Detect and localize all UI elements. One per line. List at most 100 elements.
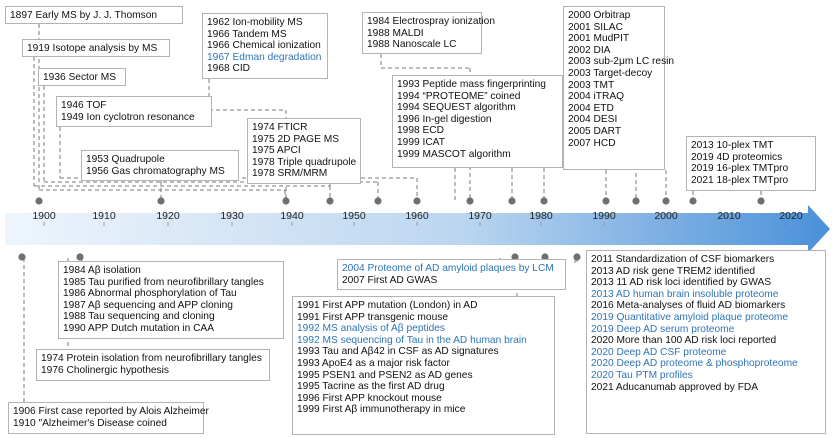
- milestone-text: 1991 First APP transgenic mouse: [297, 311, 449, 323]
- milestone-text: 1994 “PROTEOME” coined: [397, 90, 521, 102]
- milestone-text: 2020 Deep AD proteome & phosphoproteome: [591, 358, 798, 370]
- milestone-text: 1990 APP Dutch mutation in CAA: [63, 322, 215, 334]
- ms-milestone-box: 1897 Early MS by J. J. Thomson: [5, 6, 183, 24]
- tick-label: 1990: [592, 210, 616, 222]
- timeline-arrow: [5, 205, 830, 253]
- milestone-text: 2020 Deep AD CSF proteome: [591, 346, 727, 358]
- milestone-text: 2020 Tau PTM profiles: [591, 369, 693, 381]
- tick-label: 1940: [280, 210, 304, 222]
- milestone-text: 1976 Cholinergic hypothesis: [41, 364, 169, 376]
- milestone-text: 1999 ICAT: [397, 136, 445, 148]
- milestone-text: 2001 SILAC: [568, 21, 623, 33]
- milestone-text: 1988 Tau sequencing and cloning: [63, 311, 215, 323]
- event-dot: [602, 197, 610, 205]
- milestone-text: 2020 More than 100 AD risk loci reported: [591, 335, 777, 347]
- milestone-text: 1994 SEQUEST algorithm: [397, 102, 516, 114]
- ms-milestone-box: 2000 Orbitrap 2001 SILAC 2001 MudPIT 2002 D…: [563, 6, 675, 170]
- event-dot: [508, 197, 516, 205]
- milestone-text: 1988 MALDI: [367, 27, 424, 39]
- milestone-text: 1984 Aβ isolation: [63, 265, 141, 276]
- tick-label: 1910: [92, 210, 116, 222]
- tick-label: 1930: [220, 210, 244, 222]
- milestone-text: 2013 10-plex TMT: [691, 140, 774, 151]
- milestone-text: 1910 "Alzheimer's Disease coined: [13, 417, 167, 429]
- milestone-text: 2013 AD risk gene TREM2 identified: [591, 265, 756, 277]
- event-dots: [18, 197, 765, 261]
- tick-label: 1960: [405, 210, 429, 222]
- milestone-text: 2002 DIA: [568, 44, 611, 56]
- milestone-text: 2011 Standardization of CSF biomarkers: [591, 254, 775, 265]
- milestone-text: 1956 Gas chromatography MS: [86, 165, 225, 177]
- milestone-text: 1998 ECD: [397, 125, 445, 137]
- ms-milestone-box: 1936 Sector MS: [38, 68, 126, 86]
- milestone-text: 1988 Nanoscale LC: [367, 39, 457, 51]
- event-dot: [466, 197, 474, 205]
- milestone-text: 2004 Proteome of AD amyloid plaques by L…: [342, 263, 554, 274]
- milestone-text: 1986 Abnormal phosphorylation of Tau: [63, 288, 237, 300]
- milestone-text: 1996 First APP knockout mouse: [297, 392, 442, 404]
- milestone-text: 2003 sub-2μm LC resin: [568, 56, 675, 68]
- event-dot: [76, 253, 84, 261]
- event-dot: [35, 197, 43, 205]
- milestone-text: 2016 Meta-analyses of fluid AD biomarker…: [591, 300, 786, 312]
- milestone-text: 2019 Quantitative amyloid plaque proteom…: [591, 311, 789, 323]
- milestone-text: 2013 11 AD risk loci identified by GWAS: [591, 277, 772, 289]
- milestone-text: 1966 Tandem MS: [207, 28, 287, 40]
- milestone-text: 1999 MASCOT algorithm: [397, 148, 511, 160]
- event-dot: [757, 197, 765, 205]
- milestone-text: 1999 First Aβ immunotherapy in mice: [297, 404, 466, 416]
- event-dot: [511, 253, 519, 261]
- milestone-text: 2019 16-plex TMTpro: [691, 163, 789, 175]
- milestone-text: 1993 ApoE4 as a major risk factor: [297, 357, 450, 369]
- milestone-text: 1906 First case reported by Alois Alzhei…: [13, 406, 209, 417]
- ms-milestone-box: 1953 Quadrupole 1956 Gas chromatography M…: [81, 150, 239, 181]
- milestone-text: 1992 MS sequencing of Tau in the AD huma…: [297, 334, 527, 346]
- axis-ticks: 1900 1910 1920 1930 1940 1950 1960 1970 1980 1990…: [32, 210, 803, 226]
- milestone-text: 2003 Target-decoy: [568, 67, 653, 79]
- milestone-text: 1978 SRM/MRM: [252, 168, 328, 180]
- milestone-text: 1897 Early MS by J. J. Thomson: [10, 10, 158, 21]
- tick-label: 1900: [32, 210, 56, 222]
- milestone-text: 1996 In-gel digestion: [397, 113, 492, 125]
- milestone-text: 1966 Chemical ionization: [207, 40, 321, 52]
- tick-label: 1980: [529, 210, 553, 222]
- milestone-text: 2013 AD human brain insoluble proteome: [591, 288, 779, 300]
- event-dot: [662, 197, 670, 205]
- milestone-text: 2019 Deep AD serum proteome: [591, 323, 735, 335]
- milestone-text: 2021 18-plex TMTpro: [691, 174, 789, 186]
- event-dot: [632, 197, 640, 205]
- tick-label: 2020: [779, 210, 803, 222]
- ad-milestone-box: 2011 Standardization of CSF biomarkers 20…: [586, 250, 826, 434]
- event-dot: [157, 197, 165, 205]
- milestone-text: 1949 Ion cyclotron resonance: [61, 111, 195, 123]
- ad-milestone-box: 1984 Aβ isolation 1985 Tau purified from …: [58, 261, 284, 339]
- milestone-text: 1995 PSEN1 and PSEN2 as AD genes: [297, 369, 473, 381]
- milestone-text: 2007 First AD GWAS: [342, 274, 438, 286]
- milestone-text: 1974 FTICR: [252, 122, 308, 133]
- ms-milestone-box: 1984 Electrospray ionization 1988 MALDI 19…: [362, 12, 495, 54]
- milestone-text: 1984 Electrospray ionization: [367, 16, 495, 27]
- event-dot: [541, 253, 549, 261]
- event-dot: [326, 197, 334, 205]
- milestone-text: 1968 CID: [207, 63, 251, 75]
- milestone-text: 1975 2D PAGE MS: [252, 133, 340, 145]
- milestone-text: 2000 Orbitrap: [568, 10, 631, 21]
- milestone-text: 2001 MudPIT: [568, 33, 630, 45]
- milestone-text: 2004 DESI: [568, 114, 618, 126]
- ad-milestone-box: 1906 First case reported by Alois Alzhei…: [8, 402, 209, 434]
- milestone-text: 1975 APCI: [252, 145, 301, 157]
- ad-milestone-box: 1974 Protein isolation from neurofibrill…: [36, 349, 270, 381]
- milestone-text: 2007 HCD: [568, 137, 616, 149]
- ms-milestone-box: 1946 TOF 1949 Ion cyclotron resonance: [56, 96, 212, 127]
- ms-milestone-box: 2013 10-plex TMT 2019 4D proteomics 2019 1…: [686, 136, 816, 191]
- milestone-text: 1993 Peptide mass fingerprinting: [397, 79, 546, 90]
- milestone-text: 2019 4D proteomics: [691, 151, 783, 163]
- milestone-text: 1995 Tacrine as the first AD drug: [297, 381, 445, 393]
- tick-label: 1970: [468, 210, 492, 222]
- event-dot: [689, 197, 697, 205]
- milestone-text: 2003 TMT: [568, 79, 615, 91]
- ms-milestone-box: 1962 Ion-mobility MS 1966 Tandem MS 1966 C…: [202, 13, 328, 79]
- ms-milestone-box: 1919 Isotope analysis by MS: [22, 39, 170, 57]
- ms-milestone-box: 1974 FTICR 1975 2D PAGE MS 1975 APCI 1978 T…: [247, 118, 361, 184]
